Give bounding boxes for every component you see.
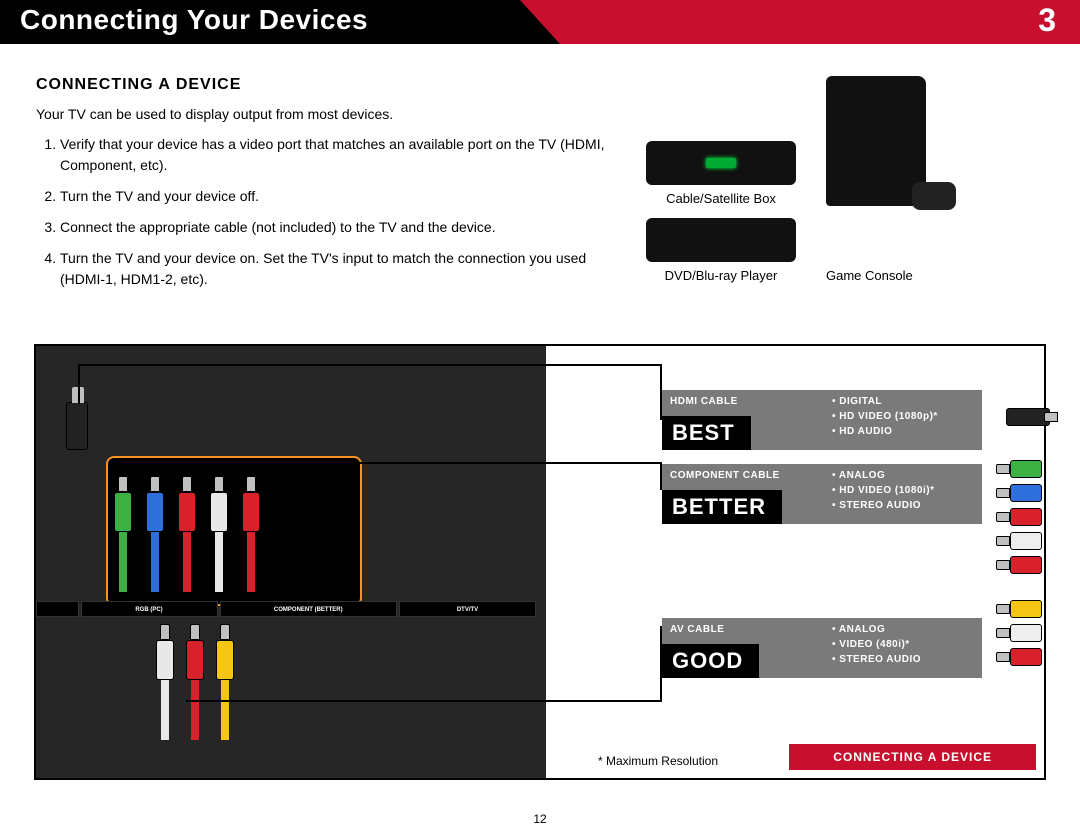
bullet-list: • ANALOG • VIDEO (480i)* • STEREO AUDIO	[832, 622, 921, 667]
rca-red-audio-icon	[242, 476, 260, 586]
dvd-player-icon	[646, 218, 796, 262]
grade-best: HDMI CABLE • DIGITAL • HD VIDEO (1080p)*…	[662, 390, 982, 450]
cable-name: HDMI CABLE	[670, 396, 738, 407]
bullet-list: • ANALOG • HD VIDEO (1080i)* • STEREO AU…	[832, 468, 934, 513]
footnote: * Maximum Resolution	[598, 754, 718, 768]
cable-name: COMPONENT CABLE	[670, 470, 780, 481]
wire-line	[186, 700, 662, 702]
dvd-player-label: DVD/Blu-ray Player	[665, 268, 778, 283]
connection-diagram: RGB (PC) COMPONENT (BETTER) DTV/TV HDMI …	[34, 344, 1046, 780]
av-ends	[996, 600, 1052, 666]
bullet: • VIDEO (480i)*	[832, 637, 921, 652]
bullet: • STEREO AUDIO	[832, 498, 934, 513]
rca-white-icon	[210, 476, 228, 586]
rca-end-red-icon	[996, 556, 1052, 574]
hdmi-end-icon	[996, 408, 1052, 426]
strip-cell: COMPONENT (BETTER)	[220, 601, 398, 617]
step-item: Turn the TV and your device off.	[60, 186, 616, 207]
step-item: Turn the TV and your device on. Set the …	[60, 248, 616, 290]
game-console-label: Game Console	[826, 268, 913, 283]
rca-end-blue-icon	[996, 484, 1052, 502]
rca-blue-icon	[146, 476, 164, 586]
bullet: • HD VIDEO (1080i)*	[832, 483, 934, 498]
rca-end-white-icon	[996, 532, 1052, 550]
rca-end-red-icon	[996, 648, 1052, 666]
game-console-icon	[826, 76, 926, 206]
content-row: CONNECTING A DEVICE Your TV can be used …	[0, 44, 1080, 300]
cable-box-icon	[646, 141, 796, 185]
bullet: • ANALOG	[832, 622, 921, 637]
bullet: • HD AUDIO	[832, 424, 938, 439]
step-item: Verify that your device has a video port…	[60, 134, 616, 176]
strip-cell	[36, 601, 79, 617]
wire-line	[136, 462, 662, 464]
instructions-column: CONNECTING A DEVICE Your TV can be used …	[36, 76, 616, 300]
component-plugs	[114, 476, 260, 586]
component-ends	[996, 460, 1052, 574]
strip-cell: RGB (PC)	[81, 601, 218, 617]
rca-end-white-icon	[996, 624, 1052, 642]
header-accent	[560, 0, 1080, 44]
bullet: • DIGITAL	[832, 394, 938, 409]
bullet-list: • DIGITAL • HD VIDEO (1080p)* • HD AUDIO	[832, 394, 938, 439]
page-number: 12	[533, 812, 546, 826]
bullet: • HD VIDEO (1080p)*	[832, 409, 938, 424]
device-examples: Cable/Satellite Box DVD/Blu-ray Player G…	[646, 76, 1044, 300]
cable-name: AV CABLE	[670, 624, 724, 635]
rca-end-red-icon	[996, 508, 1052, 526]
strip-cell: DTV/TV	[399, 601, 536, 617]
tv-back-panel: RGB (PC) COMPONENT (BETTER) DTV/TV	[36, 346, 546, 778]
grade-better: COMPONENT CABLE • ANALOG • HD VIDEO (108…	[662, 464, 982, 524]
rca-yellow-icon	[216, 624, 234, 734]
bullet: • STEREO AUDIO	[832, 652, 921, 667]
bullet: • ANALOG	[832, 468, 934, 483]
rca-green-icon	[114, 476, 132, 586]
av-plugs	[156, 624, 234, 734]
wire-line	[78, 364, 662, 366]
step-item: Connect the appropriate cable (not inclu…	[60, 217, 616, 238]
footer-slug: CONNECTING A DEVICE	[789, 744, 1036, 770]
cable-box-label: Cable/Satellite Box	[666, 191, 776, 206]
chapter-title: Connecting Your Devices	[20, 4, 368, 36]
wire-line	[78, 364, 80, 404]
grade-rank: GOOD	[662, 644, 759, 678]
intro-text: Your TV can be used to display output fr…	[36, 106, 616, 122]
port-label-strip: RGB (PC) COMPONENT (BETTER) DTV/TV	[36, 601, 536, 617]
rca-white-icon	[156, 624, 174, 734]
chapter-number: 3	[1038, 2, 1056, 39]
page-header: Connecting Your Devices 3	[0, 0, 1080, 44]
rca-end-green-icon	[996, 460, 1052, 478]
rca-red-icon	[186, 624, 204, 734]
grade-rank: BETTER	[662, 490, 782, 524]
steps-list: Verify that your device has a video port…	[36, 134, 616, 290]
rca-red-icon	[178, 476, 196, 586]
section-heading: CONNECTING A DEVICE	[36, 76, 616, 94]
hdmi-plug-icon	[66, 402, 88, 450]
grade-rank: BEST	[662, 416, 751, 450]
grade-good: AV CABLE • ANALOG • VIDEO (480i)* • STER…	[662, 618, 982, 678]
rca-end-yellow-icon	[996, 600, 1052, 618]
